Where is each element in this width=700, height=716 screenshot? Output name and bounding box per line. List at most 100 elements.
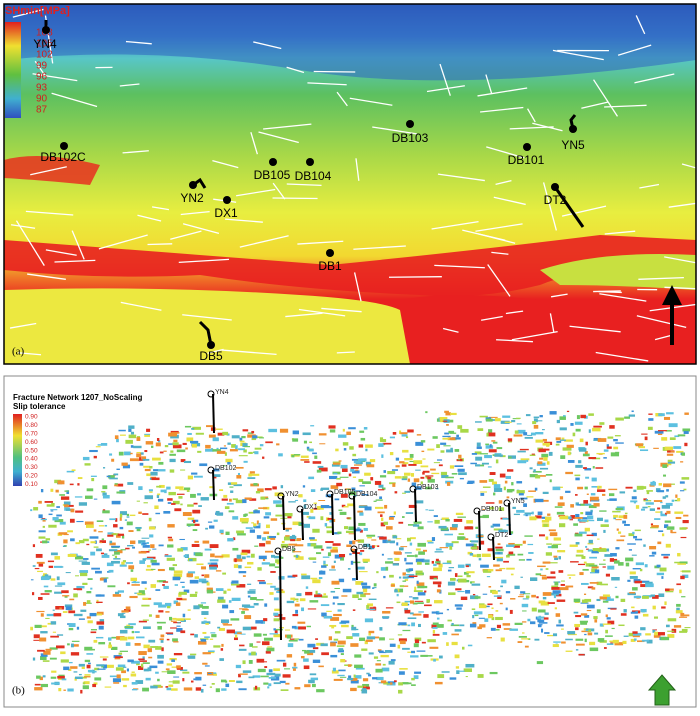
fracture-patch: [409, 576, 418, 577]
fracture-patch: [395, 465, 399, 467]
fracture-patch: [529, 516, 536, 520]
fracture-patch: [379, 485, 384, 488]
fracture-patch: [303, 499, 306, 502]
fracture-patch: [198, 505, 202, 507]
fracture-patch: [375, 663, 381, 665]
fracture-patch: [158, 469, 166, 471]
fracture-patch: [236, 531, 244, 534]
fracture-patch: [505, 422, 512, 423]
fracture-patch: [169, 617, 172, 621]
fracture-patch: [176, 602, 180, 606]
fracture-patch: [565, 491, 570, 493]
fracture-patch: [347, 503, 354, 506]
fracture-patch: [171, 659, 175, 662]
fracture-patch: [627, 580, 630, 582]
fracture-patch: [623, 515, 627, 519]
fracture-patch: [150, 646, 158, 648]
fracture-patch: [336, 478, 340, 480]
fracture-patch: [477, 626, 482, 629]
fracture-patch: [157, 655, 164, 659]
fracture-patch: [45, 501, 53, 503]
fracture-patch: [231, 482, 237, 484]
fracture-patch: [657, 490, 664, 492]
fracture-patch: [120, 637, 127, 641]
fracture-patch: [396, 542, 398, 545]
fracture-patch: [582, 600, 588, 603]
fracture-patch: [131, 569, 134, 571]
fracture-patch: [607, 617, 611, 619]
fracture-patch: [259, 543, 265, 546]
fracture-patch: [227, 538, 233, 541]
fracture-patch: [645, 633, 651, 635]
fracture-patch: [576, 429, 581, 432]
fracture-patch: [239, 571, 247, 573]
fracture-patch: [83, 457, 90, 460]
fracture-patch: [194, 476, 203, 478]
fracture-patch: [394, 551, 401, 554]
fracture-patch: [120, 630, 128, 634]
fracture-patch: [365, 449, 367, 452]
fracture-patch: [520, 449, 529, 450]
fracture-patch: [100, 656, 108, 657]
fracture-patch: [149, 614, 152, 616]
fracture-patch: [242, 604, 250, 607]
fracture-patch: [448, 592, 455, 595]
fracture-patch: [425, 411, 427, 413]
fracture-patch: [620, 491, 626, 493]
fracture-patch: [471, 547, 478, 550]
fracture-patch: [679, 631, 687, 633]
fracture-patch: [634, 596, 641, 598]
fracture-patch: [479, 618, 485, 619]
fracture-patch: [193, 520, 195, 523]
fracture-patch: [340, 659, 345, 662]
fracture-patch: [574, 612, 579, 614]
fracture-patch: [333, 602, 335, 604]
fracture-patch: [375, 481, 381, 485]
fracture-patch: [457, 536, 464, 540]
fracture-patch: [160, 452, 164, 454]
fracture-patch: [398, 690, 402, 694]
fracture-patch: [374, 583, 377, 586]
fracture-patch: [138, 651, 146, 655]
fracture-patch: [194, 524, 200, 526]
fracture-patch: [666, 544, 671, 548]
fracture-patch: [556, 444, 560, 446]
fracture-patch: [142, 538, 150, 539]
fracture-patch: [176, 626, 180, 627]
fracture-patch: [423, 550, 427, 552]
fracture-patch: [470, 553, 473, 556]
fracture-patch: [389, 661, 395, 665]
fracture-patch: [225, 681, 227, 683]
fracture-patch: [191, 428, 194, 430]
fracture-patch: [490, 672, 498, 674]
fracture-patch: [53, 632, 56, 633]
fracture-patch: [475, 527, 478, 529]
fracture-patch: [218, 597, 224, 600]
fracture-patch: [339, 579, 344, 582]
fracture-patch: [329, 636, 332, 640]
fracture-patch: [498, 590, 501, 591]
fracture-patch: [102, 555, 110, 558]
fracture-patch: [561, 641, 566, 643]
fracture-patch: [103, 658, 107, 660]
fracture-patch: [69, 628, 74, 630]
fracture-patch: [269, 536, 276, 538]
fracture-patch: [405, 552, 412, 553]
fracture-patch: [208, 522, 212, 523]
fracture-patch: [587, 494, 589, 495]
fracture-patch: [316, 552, 321, 554]
fracture-patch: [337, 675, 344, 676]
fracture-patch: [63, 546, 66, 547]
fracture-patch: [629, 414, 635, 416]
fracture-patch: [436, 613, 443, 615]
fracture-patch: [259, 556, 267, 559]
fracture-patch: [301, 608, 304, 612]
fracture-patch: [477, 428, 483, 431]
fracture-patch: [287, 601, 294, 603]
fracture-patch: [136, 452, 140, 453]
fracture-patch: [91, 476, 97, 477]
fracture-patch: [193, 605, 199, 609]
fracture-patch: [351, 467, 359, 469]
fracture-patch: [238, 565, 242, 568]
fracture-patch: [409, 461, 413, 462]
